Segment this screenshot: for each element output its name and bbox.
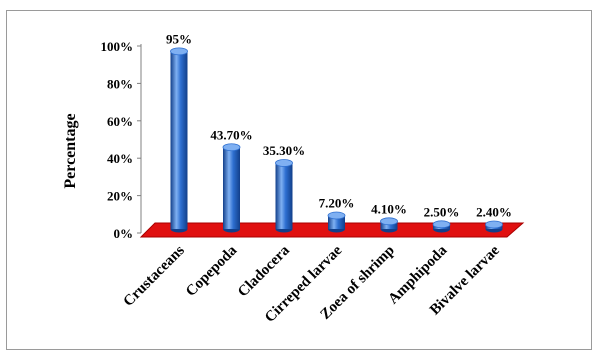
data-label: 95% <box>166 31 192 46</box>
bar-top <box>485 220 503 229</box>
bar-body <box>275 162 293 229</box>
y-tick-label: 80% <box>107 76 133 91</box>
data-label: 7.20% <box>319 196 355 211</box>
bar-top <box>380 217 398 226</box>
bar <box>485 220 503 233</box>
y-tick-label: 0% <box>114 226 134 241</box>
data-label: 43.70% <box>210 127 252 142</box>
y-tick-label: 60% <box>107 114 133 129</box>
category-label: Copepoda <box>183 242 241 300</box>
bar-top <box>170 47 188 56</box>
y-axis-title: Percentage <box>62 113 79 188</box>
bar <box>170 47 188 233</box>
data-label: 2.50% <box>424 204 460 219</box>
bar-top <box>222 143 241 152</box>
bar <box>222 143 241 233</box>
bar <box>432 220 451 233</box>
bar <box>275 159 293 233</box>
category-label: Crustaceans <box>121 242 188 309</box>
data-label: 4.10% <box>371 201 407 216</box>
y-tick-label: 20% <box>107 189 133 204</box>
y-tick-label: 100% <box>101 39 134 54</box>
bar-body <box>170 51 188 229</box>
bar-body <box>223 147 240 229</box>
y-tick-label: 40% <box>107 151 133 166</box>
data-label: 2.40% <box>476 205 512 220</box>
bar <box>327 211 346 233</box>
bar-chart: 0% 20% 40% 60% 80% 100% 95% Crustaceans 43.70% C… <box>62 31 525 326</box>
bar-top <box>432 220 451 229</box>
bar-top <box>327 211 346 220</box>
bar <box>380 217 398 233</box>
chart-frame: 0% 20% 40% 60% 80% 100% 95% Crustaceans 43.70% C… <box>6 10 592 350</box>
data-label: 35.30% <box>263 143 305 158</box>
bar-top <box>275 159 293 167</box>
